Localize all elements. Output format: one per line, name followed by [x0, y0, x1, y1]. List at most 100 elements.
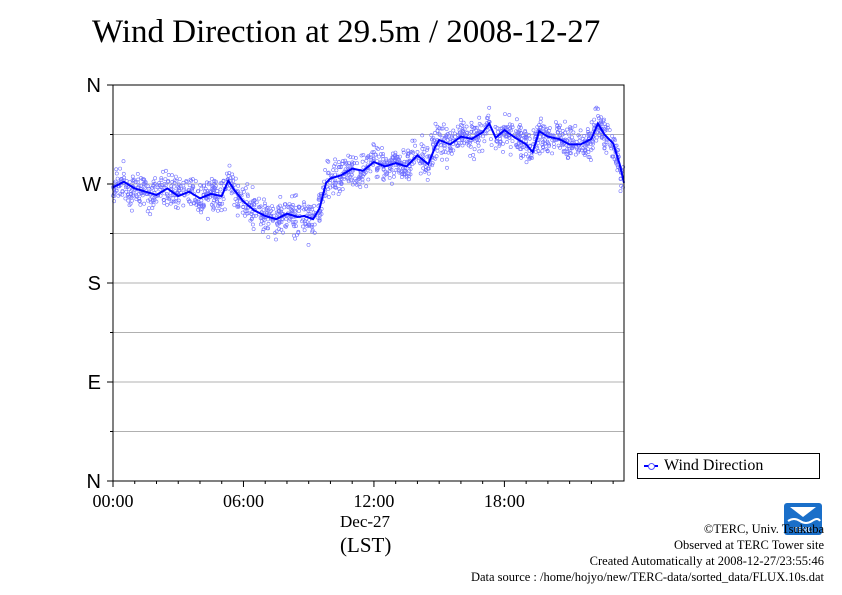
scatter-point — [418, 171, 423, 176]
scatter-point — [433, 121, 438, 126]
scatter-point — [245, 211, 250, 216]
scatter-point — [251, 227, 256, 231]
scatter-point — [293, 236, 298, 241]
scatter-point — [348, 155, 353, 159]
scatter-point — [269, 208, 274, 213]
scatter-point — [583, 143, 587, 148]
scatter-point — [344, 160, 349, 165]
scatter-point — [353, 156, 358, 160]
scatter-point — [259, 219, 264, 224]
scatter-point — [389, 181, 394, 186]
scatter-point — [498, 126, 503, 131]
scatter-point — [505, 140, 509, 144]
scatter-point — [361, 172, 366, 177]
scatter-point — [611, 154, 616, 159]
scatter-point — [250, 185, 255, 190]
scatter-point — [420, 133, 425, 138]
scatter-point — [277, 208, 282, 213]
scatter-point — [596, 114, 601, 118]
scatter-point — [239, 193, 244, 198]
y-tick-labels: N W S E N — [82, 75, 113, 493]
scatter-point — [435, 148, 440, 153]
scatter-point — [420, 152, 425, 157]
scatter-point — [573, 152, 578, 157]
scatter-point — [353, 176, 358, 181]
scatter-point — [301, 200, 306, 205]
series-lines — [112, 121, 625, 221]
scatter-point — [524, 160, 529, 165]
scatter-point — [563, 119, 567, 124]
scatter-point — [474, 125, 479, 130]
scatter-point — [231, 179, 235, 184]
scatter-point — [568, 125, 573, 130]
scatter-point — [588, 131, 593, 136]
scatter-point — [560, 132, 565, 137]
scatter-point — [541, 124, 545, 129]
scatter-point — [397, 154, 402, 159]
scatter-point — [570, 135, 575, 140]
scatter-point — [432, 138, 436, 143]
scatter-point — [360, 159, 365, 164]
scatter-point — [379, 152, 383, 157]
scatter-point — [437, 132, 442, 137]
scatter-point — [363, 170, 368, 175]
scatter-point — [375, 167, 380, 172]
scatter-point — [393, 153, 398, 158]
scatter-point — [333, 185, 338, 190]
scatter-point — [441, 150, 446, 155]
scatter-point — [614, 159, 618, 164]
scatter-point — [435, 128, 440, 133]
x-axis-date-label: Dec-27 — [340, 512, 391, 531]
scatter-point — [337, 189, 342, 194]
scatter-point — [367, 155, 372, 160]
scatter-point — [199, 198, 204, 203]
scatter-point — [608, 144, 613, 149]
scatter-point — [326, 171, 330, 176]
scatter-point — [561, 149, 566, 153]
scatter-point — [169, 199, 174, 204]
scatter-point — [376, 147, 381, 151]
scatter-point — [597, 116, 601, 121]
scatter-point — [164, 192, 169, 197]
scatter-point — [590, 146, 595, 151]
scatter-point — [222, 207, 227, 212]
scatter-point — [249, 216, 254, 221]
scatter-point — [394, 168, 399, 172]
scatter-point — [155, 185, 160, 190]
scatter-point — [204, 180, 209, 185]
scatter-point — [462, 140, 466, 145]
scatter-point — [184, 179, 189, 183]
scatter-point — [481, 134, 485, 139]
scatter-point — [472, 157, 477, 162]
scatter-point — [167, 195, 172, 200]
scatter-point — [497, 143, 502, 148]
scatter-point — [425, 177, 430, 182]
scatter-point — [263, 225, 268, 230]
scatter-point — [523, 128, 528, 133]
scatter-point — [393, 150, 398, 155]
scatter-point — [384, 160, 389, 165]
scatter-point — [402, 159, 407, 164]
scatter-point — [413, 143, 418, 148]
scatter-point — [493, 146, 498, 151]
scatter-point — [212, 179, 217, 184]
scatter-point — [336, 160, 341, 164]
scatter-point — [448, 131, 452, 136]
scatter-point — [458, 118, 463, 122]
scatter-point — [277, 219, 282, 224]
scatter-point — [228, 176, 233, 181]
scatter-point — [521, 154, 525, 159]
scatter-point — [536, 149, 541, 154]
scatter-point — [473, 125, 478, 130]
scatter-point — [169, 184, 174, 189]
scatter-point — [213, 186, 218, 191]
scatter-point — [199, 210, 204, 215]
scatter-point — [207, 189, 212, 194]
credit-line: Created Automatically at 2008-12-27/23:5… — [589, 554, 824, 568]
scatter-point — [527, 136, 532, 141]
scatter-point — [449, 151, 454, 156]
scatter-point — [266, 217, 270, 222]
scatter-point — [374, 168, 379, 173]
scatter-point — [460, 123, 465, 128]
scatter-point — [288, 217, 293, 222]
